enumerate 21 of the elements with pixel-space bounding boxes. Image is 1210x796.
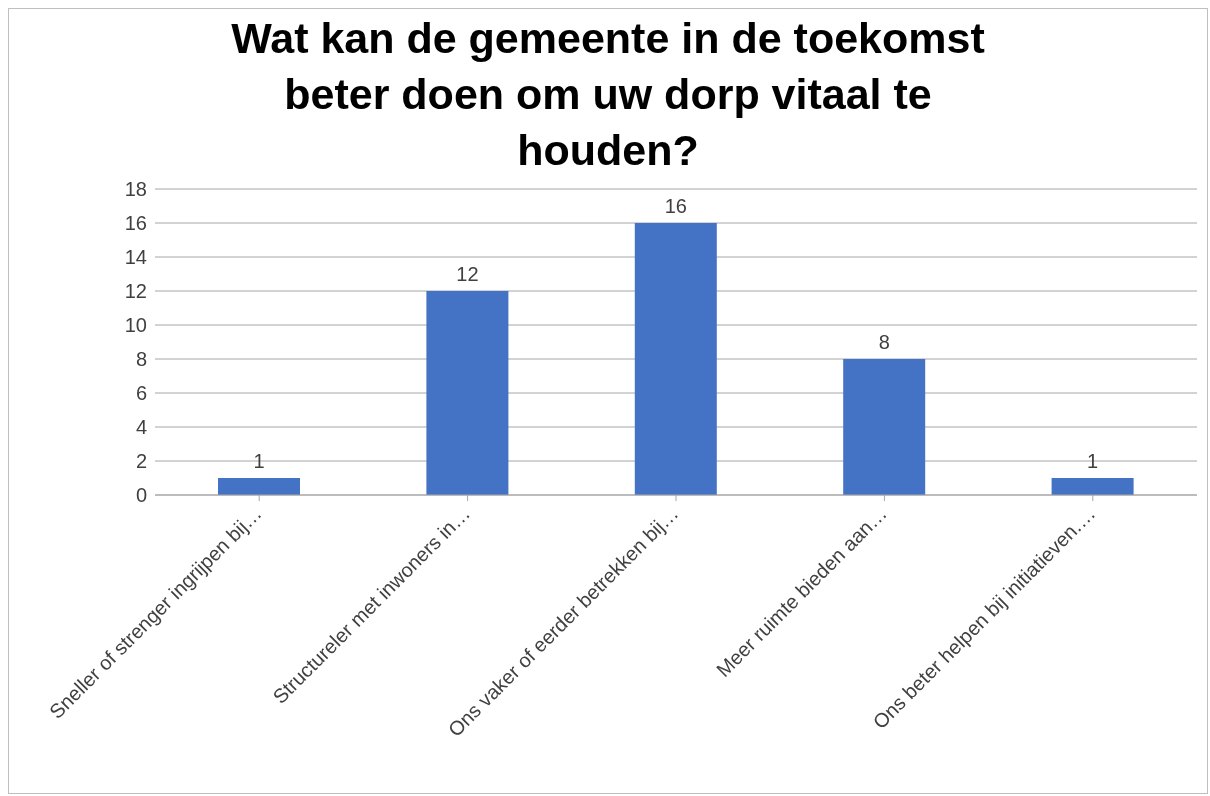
y-tick-label: 10	[124, 314, 147, 337]
y-tick-label: 16	[124, 212, 147, 235]
bar	[1051, 478, 1134, 495]
y-tick-label: 14	[124, 246, 147, 269]
data-label: 12	[456, 263, 479, 285]
y-tick-label: 6	[135, 382, 147, 405]
y-tick-label: 2	[135, 450, 147, 473]
y-tick-label: 8	[135, 348, 147, 371]
bar	[634, 223, 717, 495]
bar	[843, 359, 926, 495]
y-tick-label: 18	[124, 178, 147, 201]
chart-title: Wat kan de gemeente in de toekomst beter doen om uw dorp vitaal te houden?	[230, 13, 986, 176]
y-tick-label: 0	[135, 484, 147, 507]
data-label: 8	[878, 331, 890, 353]
bar	[426, 291, 509, 495]
data-label: 1	[253, 450, 265, 472]
data-label: 1	[1087, 450, 1099, 472]
data-label: 16	[664, 195, 687, 217]
bar	[218, 478, 300, 495]
y-tick-label: 4	[135, 416, 147, 439]
y-tick-label: 12	[124, 280, 147, 303]
